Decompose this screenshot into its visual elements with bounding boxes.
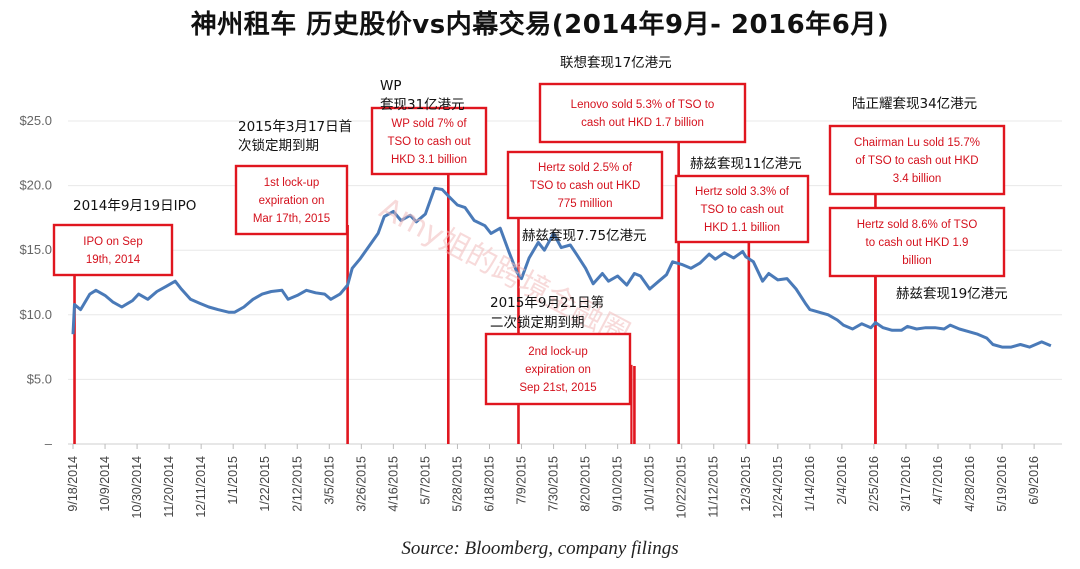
- x-tick-label: 7/9/2015: [515, 456, 529, 505]
- x-axis-ticks: 9/18/2014 10/9/2014 10/30/2014 11/20/2014 12…: [66, 444, 1041, 519]
- x-tick-label: 12/11/2014: [194, 456, 208, 518]
- annotation-box-text: 2nd lock-up: [528, 346, 587, 358]
- x-tick-label: 1/1/2015: [226, 456, 240, 505]
- x-tick-label: 11/20/2014: [162, 456, 176, 518]
- x-tick-label: 9/10/2015: [611, 456, 625, 512]
- annotation-box-text: HKD 1.1 billion: [704, 222, 780, 234]
- x-tick-label: 5/28/2015: [450, 456, 464, 512]
- x-tick-label: 12/24/2015: [771, 456, 785, 519]
- x-tick-label: 3/5/2015: [322, 456, 336, 505]
- x-tick-label: 3/17/2016: [899, 456, 913, 512]
- x-tick-label: 2/25/2016: [867, 456, 881, 512]
- annotation-box-text: of TSO to cash out HKD: [855, 155, 978, 167]
- annotation-box: [538, 82, 747, 144]
- annotation-box-text: 1st lock-up: [264, 177, 320, 189]
- annotation-box: [234, 164, 349, 236]
- x-tick-label: 1/14/2016: [803, 456, 817, 512]
- annotation-box-text: to cash out HKD 1.9: [866, 237, 969, 249]
- y-tick-label: $5.0: [27, 371, 52, 386]
- annotation-box: [674, 174, 810, 244]
- x-tick-label: 3/26/2015: [354, 456, 368, 512]
- annotation-box-text: Lenovo sold 5.3% of TSO to: [571, 99, 715, 111]
- y-tick-label: –: [45, 436, 53, 451]
- x-tick-label: 4/7/2016: [931, 456, 945, 505]
- x-tick-label: 10/22/2015: [675, 456, 689, 519]
- x-tick-label: 10/9/2014: [98, 456, 112, 512]
- annotation-label: 2014年9月19日IPO: [73, 198, 196, 214]
- x-tick-label: 2/4/2016: [835, 456, 849, 505]
- x-tick-label: 11/12/2015: [707, 456, 721, 518]
- x-tick-label: 9/18/2014: [66, 456, 80, 512]
- annotation-box-text: WP sold 7% of: [391, 118, 467, 130]
- annotation-label: 2015年3月17日首: [238, 119, 352, 135]
- annotation-label: 二次锁定期到期: [490, 315, 585, 331]
- annotation-label: 次锁定期到期: [238, 138, 319, 154]
- x-tick-label: 5/7/2015: [418, 456, 432, 505]
- source-note: Source: Bloomberg, company filings: [401, 538, 679, 559]
- annotation-box-text: Mar 17th, 2015: [253, 213, 330, 225]
- annotation-box: [828, 206, 1006, 278]
- annotation-box-text: expiration on: [259, 195, 325, 207]
- annotation-box-text: Chairman Lu sold 15.7%: [854, 137, 980, 149]
- annotation-boxes: IPO on Sep 19th, 2014 2014年9月19日IPO 1st loc…: [52, 55, 1008, 406]
- annotation-box-text: 775 million: [558, 198, 613, 210]
- annotation-box: [506, 150, 664, 220]
- y-tick-label: $20.0: [19, 178, 52, 193]
- annotation-label: 陆正耀套现34亿港元: [852, 96, 977, 112]
- x-tick-label: 4/28/2016: [963, 456, 977, 512]
- x-tick-label: 12/3/2015: [739, 456, 753, 512]
- annotation-label: 赫兹套现11亿港元: [690, 156, 802, 172]
- annotation-lines: [73, 130, 877, 444]
- annotation-box: [370, 106, 488, 176]
- annotation-box: [52, 223, 174, 277]
- y-tick-label: $15.0: [19, 242, 52, 257]
- annotation-box-text: TSO to cash out: [700, 204, 784, 216]
- x-tick-label: 10/1/2015: [643, 456, 657, 512]
- x-tick-label: 1/22/2015: [258, 456, 272, 512]
- price-series-line: [71, 186, 1052, 349]
- annotation-box-text: IPO on Sep: [83, 236, 142, 248]
- annotation-box-text: Hertz sold 8.6% of TSO: [857, 219, 978, 231]
- annotation-label: WP: [380, 78, 402, 94]
- annotation-box-text: expiration on: [525, 364, 591, 376]
- annotation-box-text: Hertz sold 3.3% of: [695, 186, 790, 198]
- annotation-box-text: 19th, 2014: [86, 254, 141, 266]
- annotation-label: 联想套现17亿港元: [560, 55, 672, 71]
- y-tick-label: $10.0: [19, 307, 52, 322]
- annotation-label: 2015年9月21日第: [490, 294, 604, 311]
- annotation-box: [484, 332, 632, 406]
- annotation-box-text: HKD 3.1 billion: [391, 154, 467, 166]
- y-tick-label: $25.0: [19, 113, 52, 128]
- x-tick-label: 7/30/2015: [547, 456, 561, 512]
- x-tick-label: 6/18/2015: [482, 456, 496, 512]
- annotation-label: 套现31亿港元: [380, 97, 465, 113]
- x-tick-label: 5/19/2016: [995, 456, 1009, 512]
- annotation-box-text: Hertz sold 2.5% of: [538, 162, 633, 174]
- annotation-box-text: 3.4 billion: [893, 173, 942, 185]
- annotation-box-text: TSO to cash out: [387, 136, 471, 148]
- annotation-box: [828, 124, 1006, 196]
- x-tick-label: 10/30/2014: [130, 456, 144, 519]
- annotation-box-text: billion: [902, 255, 931, 267]
- annotation-label: 赫兹套现19亿港元: [896, 286, 1008, 302]
- x-tick-label: 6/9/2016: [1027, 456, 1041, 505]
- x-tick-label: 2/12/2015: [290, 456, 304, 512]
- annotation-box-text: Sep 21st, 2015: [519, 382, 596, 394]
- annotation-label: 赫兹套现7.75亿港元: [522, 228, 647, 244]
- annotation-box-text: TSO to cash out HKD: [530, 180, 641, 192]
- annotation-box-text: cash out HKD 1.7 billion: [581, 117, 704, 129]
- chart-title: 神州租车 历史股价vs内幕交易(2014年9月- 2016年6月): [190, 10, 890, 40]
- x-tick-label: 4/16/2015: [386, 456, 400, 512]
- y-axis-ticks: – $5.0 $10.0 $15.0 $20.0 $25.0: [19, 113, 52, 451]
- x-tick-label: 8/20/2015: [579, 456, 593, 512]
